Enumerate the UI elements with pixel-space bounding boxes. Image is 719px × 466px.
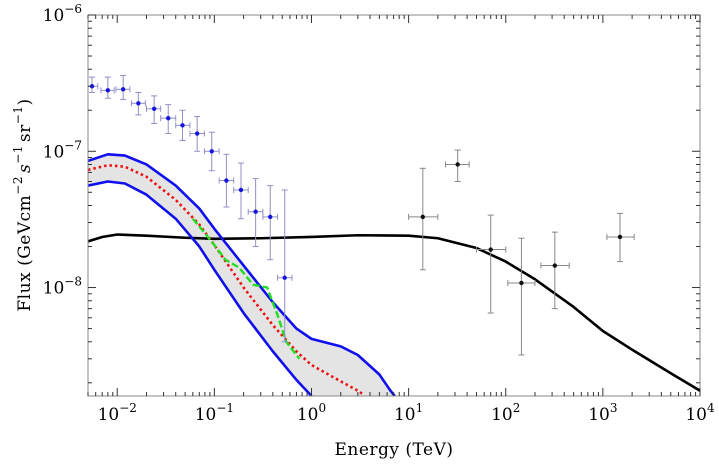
x-tick-label: 103 xyxy=(588,401,617,425)
data-marker xyxy=(194,131,200,136)
data-marker xyxy=(136,101,141,106)
series-red-dotted xyxy=(88,163,366,396)
series-solid-black xyxy=(88,233,700,392)
measurement-points xyxy=(88,74,635,356)
y-tick-label: 10−7 xyxy=(43,138,82,162)
data-point-0-12 xyxy=(262,185,279,261)
data-marker xyxy=(238,187,244,193)
x-tick-label: 10−2 xyxy=(98,401,137,425)
x-tick-label: 104 xyxy=(685,401,715,425)
x-tick-label: 10−1 xyxy=(195,401,234,425)
x-tick-labels: 10−2 10−1 100 101 102 103 104 xyxy=(98,401,715,425)
x-tick-label: 101 xyxy=(394,401,423,425)
data-marker xyxy=(224,178,229,183)
data-marker xyxy=(166,115,171,121)
data-point-0-0 xyxy=(88,76,99,93)
data-marker xyxy=(209,149,214,154)
data-marker xyxy=(268,214,273,220)
data-point-0-10 xyxy=(233,162,249,220)
data-marker xyxy=(282,275,287,280)
model-uncertainty-band xyxy=(88,154,395,396)
data-marker xyxy=(552,263,558,268)
data-point-0-6 xyxy=(175,109,191,141)
data-marker xyxy=(488,247,493,252)
band-fill xyxy=(88,154,395,396)
data-point-0-13 xyxy=(277,189,293,343)
data-point-1-0 xyxy=(408,167,439,271)
data-marker xyxy=(420,214,426,220)
data-marker xyxy=(105,88,111,93)
series-blue-upper-band xyxy=(88,153,396,396)
data-point-1-1 xyxy=(445,149,470,183)
data-marker xyxy=(151,106,157,111)
data-point-0-9 xyxy=(218,153,235,208)
data-point-0-5 xyxy=(160,104,177,135)
data-marker xyxy=(120,87,126,92)
axis-ticks xyxy=(87,14,701,396)
data-point-1-5 xyxy=(606,212,635,263)
x-tick-label: 102 xyxy=(491,401,520,425)
data-marker xyxy=(519,280,524,286)
data-point-0-2 xyxy=(115,74,131,100)
data-point-0-4 xyxy=(145,95,162,124)
x-axis-label: Energy (TeV) xyxy=(334,440,453,460)
data-point-0-8 xyxy=(203,131,220,172)
data-marker xyxy=(180,123,185,128)
y-axis-label: Flux (GeVcm−2s−1sr−1) xyxy=(11,98,35,311)
data-marker xyxy=(89,84,95,89)
series-blue-lower-band xyxy=(88,180,313,396)
data-point-0-11 xyxy=(247,178,264,248)
data-marker xyxy=(617,234,623,240)
data-point-1-3 xyxy=(507,237,536,356)
data-point-0-7 xyxy=(189,115,205,152)
y-tick-labels: 10−8 10−7 10−6 xyxy=(43,2,82,299)
y-tick-label: 10−6 xyxy=(43,2,82,26)
data-point-1-4 xyxy=(540,231,570,310)
y-tick-label: 10−8 xyxy=(43,275,82,299)
model-curves xyxy=(88,153,700,396)
x-tick-label: 100 xyxy=(297,401,326,425)
series-green-dashed xyxy=(191,217,301,360)
data-point-1-2 xyxy=(476,214,507,314)
data-point-0-1 xyxy=(100,76,115,99)
data-marker xyxy=(455,162,460,167)
data-marker xyxy=(253,209,258,214)
data-point-0-3 xyxy=(130,91,146,116)
